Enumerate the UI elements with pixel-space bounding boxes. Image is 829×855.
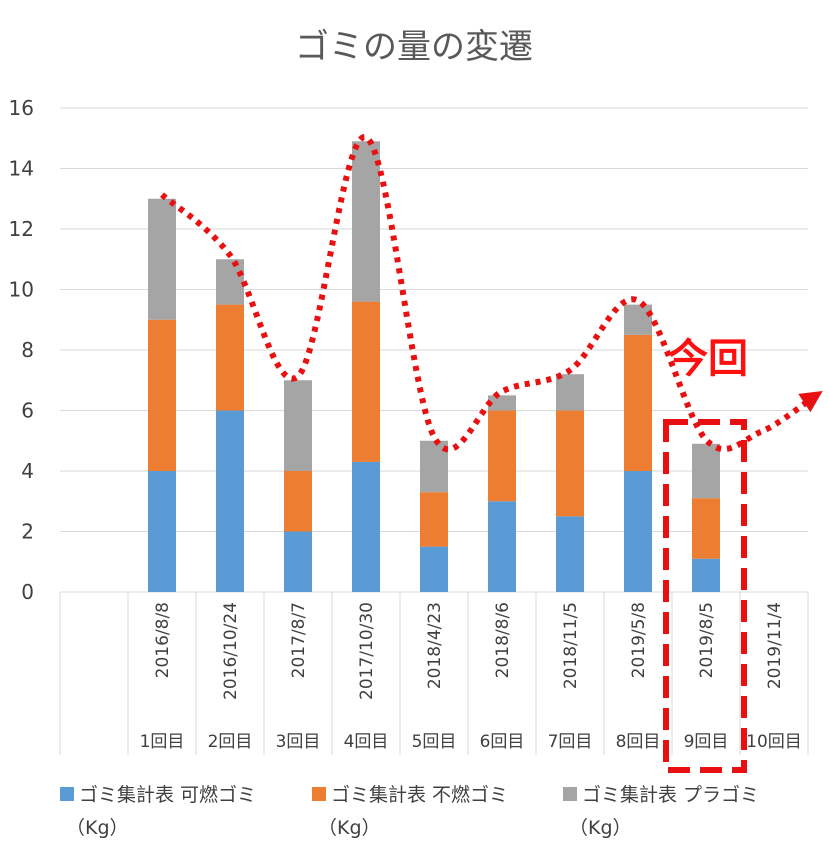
y-tick-label: 4 [21, 459, 34, 483]
round-label: 5回目 [412, 732, 457, 752]
bar-segment [216, 304, 244, 411]
category-label: 2018/4/23 [425, 602, 445, 689]
bar-segment [624, 334, 652, 471]
legend-label: ゴミ集計表 不燃ゴミ [331, 784, 508, 806]
y-tick-label: 12 [9, 217, 34, 241]
chart-title: ゴミの量の変遷 [295, 27, 533, 67]
bar-segment [352, 141, 380, 302]
category-label: 2016/8/8 [153, 602, 173, 678]
round-label: 8回目 [616, 732, 661, 752]
round-label: 2回目 [208, 732, 253, 752]
bar-segment [216, 410, 244, 592]
bar-segment [692, 498, 720, 559]
current-round-annotation: 今回 [668, 336, 748, 382]
bar-segment [148, 319, 176, 471]
bar-segment [624, 471, 652, 592]
legend-unit: （Kg） [569, 817, 632, 839]
legend-label: ゴミ集計表 プラゴミ [582, 784, 759, 806]
bar-segment [420, 546, 448, 592]
legend-swatch [563, 787, 577, 801]
y-tick-label: 10 [9, 278, 34, 302]
round-labels: 1回目 2回目 3回目 4回目 5回目 6回目 7回目 8回目 9回目 10回目 [140, 732, 802, 752]
current-round-highlight [663, 419, 747, 773]
bar-segment [488, 501, 516, 592]
round-label: 1回目 [140, 732, 185, 752]
category-labels: 2016/8/8 2016/10/24 2017/8/7 2017/10/30 2018… [153, 602, 785, 700]
bar-segment [556, 410, 584, 517]
legend-label: ゴミ集計表 可燃ゴミ [79, 784, 256, 806]
bar-series [148, 141, 720, 592]
legend-swatch [312, 787, 326, 801]
bar-segment [148, 471, 176, 592]
gridlines [60, 107, 808, 593]
category-label: 2018/11/5 [561, 602, 581, 689]
bar-segment [488, 410, 516, 502]
category-label: 2018/8/6 [493, 602, 513, 678]
category-label: 2019/8/5 [697, 602, 717, 678]
category-label: 2017/8/7 [289, 602, 309, 678]
legend-unit: （Kg） [318, 817, 381, 839]
y-tick-label: 6 [21, 399, 34, 423]
y-tick-label: 8 [21, 338, 34, 362]
round-label: 6回目 [480, 732, 525, 752]
bar-segment [284, 471, 312, 532]
round-label: 4回目 [344, 732, 389, 752]
bar-segment [284, 531, 312, 592]
bar-segment [556, 374, 584, 411]
category-label: 2019/5/8 [629, 602, 649, 678]
y-axis-ticks: 0 2 4 6 8 10 12 14 16 [9, 96, 34, 604]
y-tick-label: 14 [9, 157, 34, 181]
bar-segment [692, 443, 720, 499]
bar-segment [216, 259, 244, 305]
bar-segment [420, 492, 448, 547]
bar-segment [284, 380, 312, 471]
bar-segment [556, 516, 584, 592]
category-label: 2019/11/4 [765, 602, 785, 689]
round-label: 9回目 [684, 732, 729, 752]
bar-segment [352, 461, 380, 592]
trend-dotted-curve [160, 134, 818, 453]
bar-segment [352, 301, 380, 462]
round-label: 3回目 [276, 732, 321, 752]
trend-arrow-head [798, 390, 823, 413]
category-label: 2017/10/30 [357, 602, 377, 700]
legend-swatch [60, 787, 74, 801]
legend: ゴミ集計表 可燃ゴミ （Kg） ゴミ集計表 不燃ゴミ （Kg） ゴミ集計表 プラゴミ （K… [60, 784, 759, 839]
round-label: 7回目 [548, 732, 593, 752]
y-tick-label: 0 [21, 580, 34, 604]
round-label: 10回目 [746, 732, 802, 752]
category-label: 2016/10/24 [221, 602, 241, 700]
bar-segment [624, 304, 652, 335]
category-axis-table [59, 592, 809, 755]
legend-unit: （Kg） [66, 817, 129, 839]
bar-segment [692, 558, 720, 592]
bar-segment [148, 198, 176, 320]
y-tick-label: 16 [9, 96, 34, 120]
bar-segment [488, 395, 516, 411]
y-tick-label: 2 [21, 520, 34, 544]
